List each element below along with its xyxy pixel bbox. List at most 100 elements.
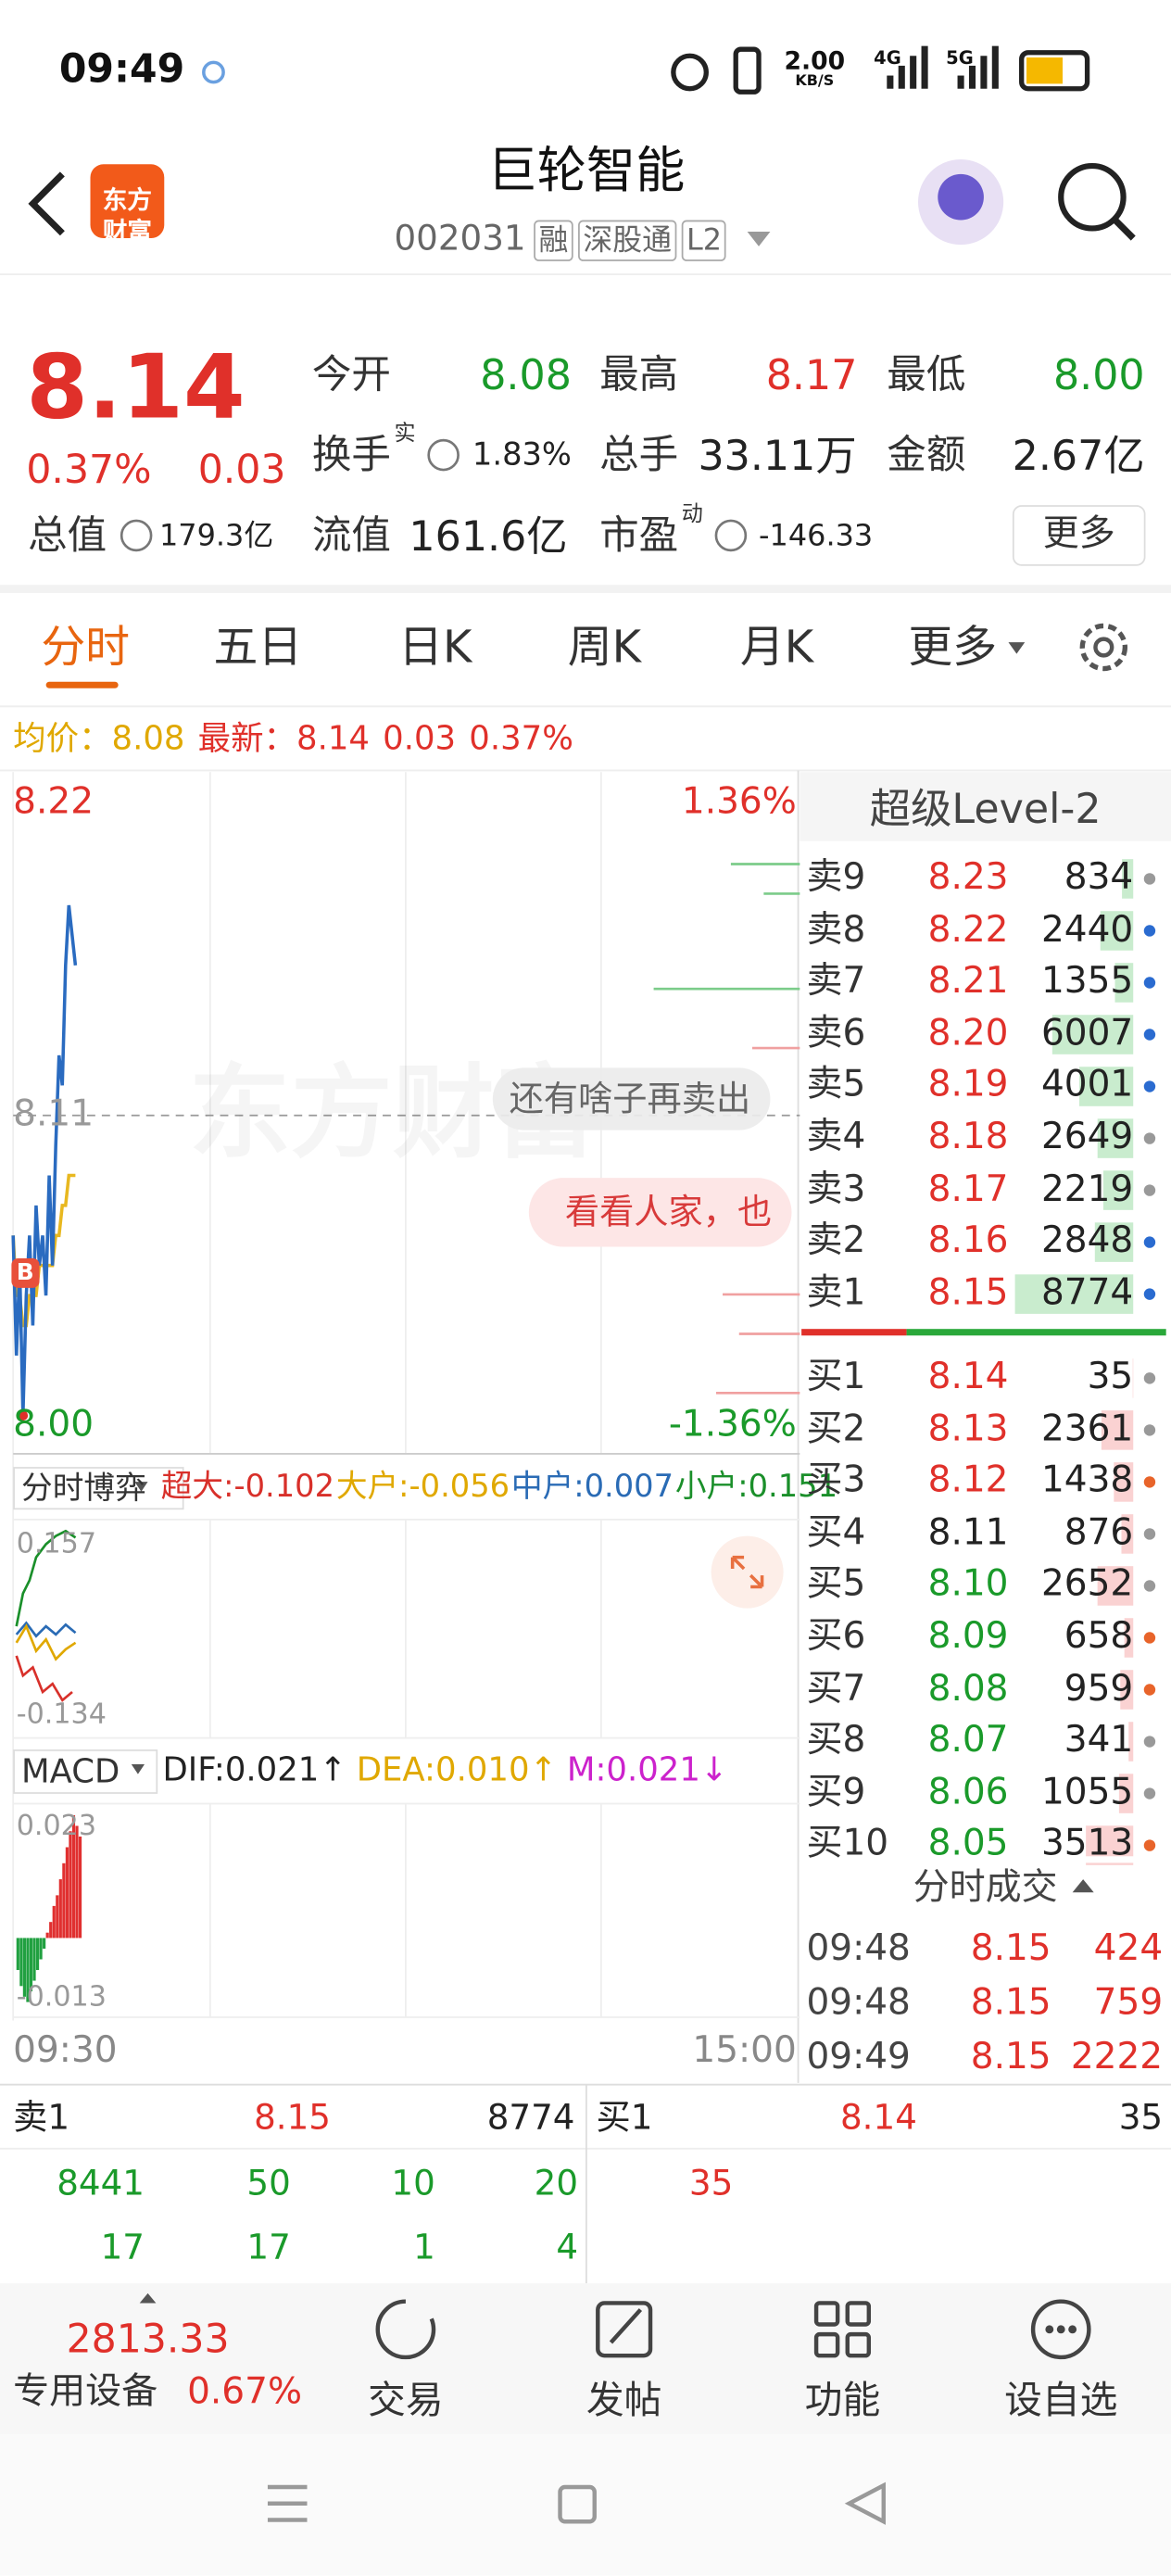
trade-time: 09:48 [806, 1982, 911, 2025]
tab[interactable]: 分时 [41, 622, 131, 674]
macd-bar [16, 1938, 19, 1971]
nav-item[interactable]: 交易 [368, 2379, 444, 2422]
book-level: 买6 [806, 1616, 866, 1658]
queue-sell-volume: 8774 [486, 2097, 575, 2138]
book-volume: 2219 [1040, 1168, 1134, 1210]
book-level: 卖2 [806, 1220, 866, 1262]
info-icon [714, 519, 748, 552]
flow-min-label: -0.134 [16, 1698, 107, 1731]
network-type: 4G [874, 47, 901, 69]
macd-indicator: DIF:0.021↑ [162, 1749, 347, 1788]
volume-bar [1118, 1774, 1134, 1813]
stock-name: 巨轮智能 [487, 143, 686, 201]
tab[interactable]: 更多 [908, 622, 998, 674]
macd-bar [35, 1938, 40, 1971]
book-level: 卖8 [806, 909, 866, 951]
search-handle [1113, 218, 1136, 241]
book-volume: 35 [1087, 1357, 1134, 1398]
queue-buy-label: 买1 [596, 2097, 653, 2138]
nav-icons [375, 2299, 1091, 2360]
queue-order: 17 [100, 2227, 145, 2267]
pct-min-label: -1.36% [668, 1404, 797, 1446]
macd-selector[interactable]: MACD [13, 1749, 158, 1794]
info-icon [427, 438, 460, 472]
tab[interactable]: 月K [739, 622, 814, 674]
volume-bar [1128, 1722, 1134, 1762]
book-price: 8.08 [927, 1668, 1009, 1710]
flow-label: 中户: [510, 1468, 585, 1505]
order-dot [1143, 1236, 1156, 1248]
book-level: 买10 [806, 1824, 889, 1865]
macd-max-label: 0.023 [16, 1809, 97, 1843]
volume-bar [1114, 963, 1134, 1003]
book-volume: 4001 [1040, 1065, 1134, 1106]
book-price: 8.20 [927, 1013, 1009, 1054]
back-icon[interactable] [28, 171, 65, 236]
macd-bar [75, 1825, 79, 1938]
trade-price: 8.15 [970, 1928, 1051, 1970]
volume-bar [1122, 859, 1134, 899]
fund-flow-lines [15, 1529, 77, 1702]
book-clip [800, 1856, 1171, 1863]
book-price: 8.13 [927, 1408, 1009, 1450]
book-volume: 2361 [1040, 1408, 1134, 1450]
flow-label: 小户: [674, 1468, 749, 1505]
flow-value: 0.151 [748, 1468, 838, 1505]
trade-volume: 424 [1093, 1928, 1164, 1970]
macd-indicator: M:0.021↓ [566, 1749, 728, 1788]
volume-bar [1051, 1015, 1134, 1054]
queue-sell-price: 8.15 [254, 2097, 332, 2138]
tab[interactable]: 五日 [213, 622, 303, 674]
macd-bar [32, 1938, 36, 1981]
trade-time: 09:49 [806, 2037, 911, 2078]
trade-price: 8.15 [970, 2037, 1051, 2078]
queue-order: 8441 [57, 2163, 145, 2203]
nav-item[interactable]: 功能 [804, 2379, 881, 2422]
sector-pct: 0.67% [187, 2371, 303, 2414]
order-dot [1143, 1372, 1156, 1384]
order-dot [1143, 1580, 1156, 1592]
macd-bar [45, 1932, 49, 1938]
tab[interactable]: 周K [567, 622, 642, 674]
volume-bar [1101, 1410, 1134, 1450]
nav-item[interactable]: 设自选 [1004, 2379, 1118, 2422]
volume-bar [1097, 1118, 1134, 1158]
tab[interactable]: 日K [398, 622, 472, 674]
trade-price: 8.15 [970, 1982, 1051, 2025]
macd-bar [39, 1938, 43, 1960]
sort-arrow [1072, 1879, 1094, 1893]
book-level: 买2 [806, 1408, 866, 1450]
order-dot [1143, 1839, 1156, 1851]
volume-bar [1132, 1358, 1134, 1398]
trade-volume: 759 [1093, 1982, 1164, 2025]
field-value: 8.08 [480, 350, 572, 398]
settings-icon[interactable] [1079, 623, 1128, 672]
y-min-label: 8.00 [13, 1404, 94, 1446]
order-dot [1143, 1184, 1156, 1196]
expand-button[interactable] [711, 1535, 784, 1609]
expand-icon [730, 1555, 764, 1589]
book-separator-red [801, 1329, 907, 1336]
level2-title: 超级Level-2 [869, 784, 1102, 832]
chart-grid [12, 772, 800, 2021]
volume-bar [1094, 1222, 1134, 1262]
field-label: 流值 [311, 512, 391, 559]
book-volume: 658 [1064, 1616, 1134, 1658]
field-label: 市盈 [599, 512, 679, 559]
system-nav-icons[interactable] [267, 2481, 886, 2525]
nav-item[interactable]: 发帖 [586, 2379, 662, 2422]
macd-bar [22, 1938, 26, 1997]
more-button[interactable] [1012, 505, 1146, 566]
book-price: 8.11 [927, 1512, 1009, 1554]
fund-flow-selector[interactable]: 分时博弈 [13, 1467, 184, 1510]
search-icon[interactable] [1058, 162, 1127, 232]
book-price: 8.07 [927, 1720, 1009, 1762]
book-level: 买5 [806, 1564, 866, 1606]
book-price: 8.22 [927, 909, 1009, 951]
y-mid-label: 8.11 [13, 1093, 94, 1136]
field-superscript: 动 [681, 502, 703, 528]
field-value: 161.6亿 [409, 511, 568, 560]
dropdown-arrow [747, 231, 771, 246]
book-volume: 1438 [1040, 1460, 1134, 1502]
queue-buy-volume: 35 [1118, 2097, 1164, 2138]
